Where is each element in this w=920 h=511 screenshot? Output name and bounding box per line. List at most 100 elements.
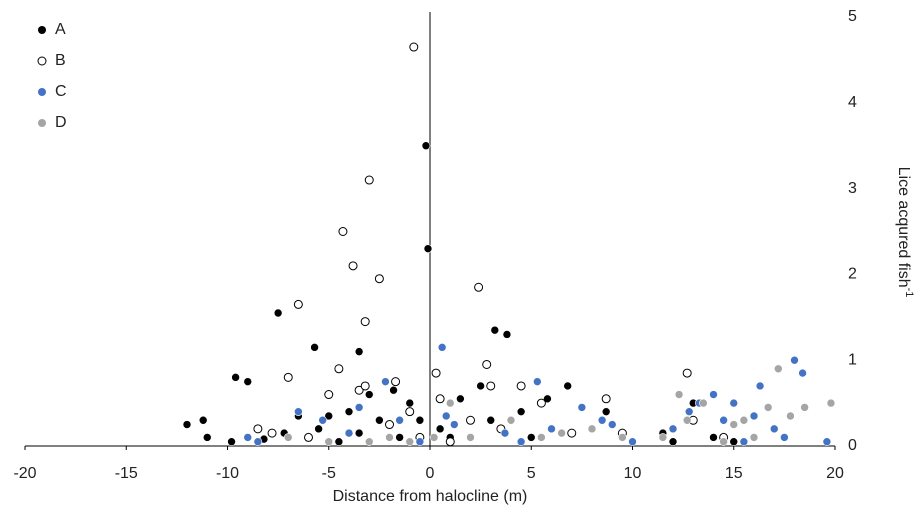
point	[577, 403, 587, 412]
point	[283, 372, 293, 382]
point	[537, 433, 546, 442]
point	[318, 415, 327, 425]
point	[423, 244, 433, 253]
point	[601, 407, 611, 416]
point	[763, 403, 773, 412]
point	[324, 390, 334, 400]
point	[709, 433, 718, 442]
point	[324, 411, 334, 421]
point	[563, 381, 573, 391]
point	[668, 437, 678, 447]
point	[729, 437, 739, 447]
point	[516, 381, 526, 391]
point	[385, 420, 394, 430]
point	[456, 394, 465, 404]
point	[684, 407, 694, 416]
point	[502, 330, 512, 339]
point	[441, 411, 451, 421]
point	[324, 437, 334, 447]
point	[618, 433, 627, 442]
point	[466, 415, 475, 425]
point	[597, 415, 607, 425]
x-tick-label: 5	[527, 465, 536, 482]
point	[243, 377, 253, 386]
point	[557, 428, 566, 438]
point	[395, 415, 404, 425]
x-tick-label: 0	[426, 465, 435, 482]
x-tick-label: -10	[216, 465, 239, 482]
point	[506, 415, 516, 425]
x-axis-title: Distance from halocline (m)	[333, 488, 528, 505]
point	[516, 407, 526, 416]
point	[739, 437, 749, 447]
point	[601, 394, 611, 404]
point	[334, 437, 344, 447]
point	[202, 433, 212, 442]
point	[682, 415, 692, 425]
point	[409, 42, 419, 52]
point	[364, 390, 374, 399]
point	[227, 437, 236, 447]
legend-label: C	[55, 83, 67, 100]
point	[445, 437, 455, 447]
point	[354, 428, 364, 438]
point	[405, 407, 415, 417]
x-tick-label: -15	[115, 465, 138, 482]
point	[421, 141, 431, 150]
point	[395, 433, 404, 442]
point	[231, 373, 240, 382]
point	[437, 343, 447, 352]
point	[435, 394, 445, 404]
x-tick-label: 15	[725, 465, 743, 482]
x-tick-label: -20	[13, 465, 36, 482]
point	[405, 437, 415, 447]
point	[739, 415, 749, 425]
x-tick-label: 20	[826, 465, 844, 482]
point	[719, 437, 728, 447]
point	[668, 424, 678, 434]
point	[749, 433, 759, 442]
point	[375, 415, 384, 425]
point	[385, 433, 394, 442]
point	[293, 299, 303, 309]
point	[253, 424, 263, 434]
point	[490, 325, 500, 335]
point	[482, 359, 492, 369]
y-tick-label: 1	[848, 351, 857, 368]
point	[389, 385, 398, 395]
point	[749, 411, 759, 421]
point	[769, 424, 779, 434]
point	[526, 433, 536, 442]
point	[729, 398, 739, 408]
point	[354, 385, 364, 395]
point	[360, 317, 370, 327]
point	[786, 411, 795, 421]
point	[344, 407, 354, 416]
point	[800, 403, 809, 412]
point	[682, 368, 692, 378]
point	[273, 308, 283, 318]
y-axis-title-sup: -1	[903, 288, 915, 298]
point	[658, 433, 668, 442]
point	[348, 261, 358, 271]
point	[729, 420, 739, 429]
point	[476, 381, 485, 391]
legend-marker	[37, 56, 47, 66]
point	[314, 424, 323, 434]
point	[719, 415, 728, 425]
point	[674, 390, 684, 399]
point	[243, 433, 253, 442]
point	[338, 227, 348, 236]
point	[547, 424, 556, 434]
point	[699, 398, 708, 408]
point	[415, 437, 425, 447]
point	[773, 364, 783, 374]
point	[790, 355, 799, 365]
x-tick-label: 10	[624, 465, 642, 482]
y-tick-label: 2	[848, 266, 857, 283]
legend-marker	[38, 88, 46, 96]
y-tick-label: 0	[848, 437, 857, 454]
point	[486, 381, 496, 391]
point	[826, 398, 836, 408]
point	[516, 437, 526, 447]
